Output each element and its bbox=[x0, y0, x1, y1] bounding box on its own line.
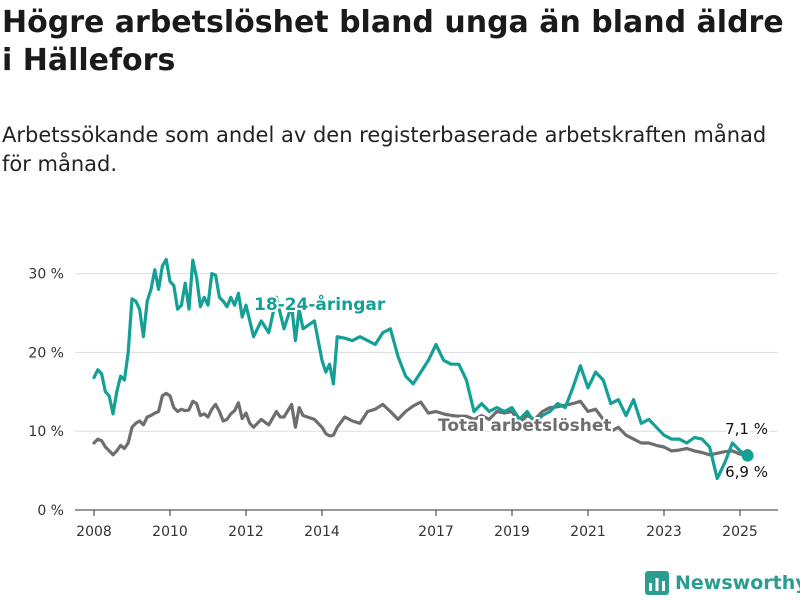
chart-subtitle: Arbetssökande som andel av den registerb… bbox=[2, 123, 767, 176]
y-tick-label: 30 % bbox=[28, 267, 64, 283]
x-tick-label: 2017 bbox=[418, 524, 454, 540]
x-tick-label: 2014 bbox=[304, 524, 340, 540]
series-label-youth-halo: 18-24-åringar bbox=[254, 293, 386, 315]
series-line-total bbox=[92, 391, 750, 457]
x-tick-label: 2023 bbox=[646, 524, 682, 540]
series-line-youth bbox=[92, 257, 750, 481]
series-label-youth: 18-24-åringar bbox=[254, 293, 386, 315]
y-tick-label: 10 % bbox=[28, 424, 64, 440]
x-tick-label: 2010 bbox=[152, 524, 188, 540]
grid-layer bbox=[75, 273, 778, 511]
x-tick-label: 2025 bbox=[722, 524, 758, 540]
brand-name: Newsworthy bbox=[675, 572, 800, 594]
x-tick-label: 2019 bbox=[494, 524, 530, 540]
newsworthy-logo: Newsworthy bbox=[645, 569, 800, 597]
series-label-total: Total arbetslöshet bbox=[438, 416, 612, 436]
y-tick-label: 20 % bbox=[28, 345, 64, 361]
end-label-total-halo: 7,1 % bbox=[725, 420, 768, 438]
axis-layer: 0 % 10 % 20 % 30 % 2008 2010 2012 2014 2017 2019 2… bbox=[28, 267, 778, 540]
x-tick-label: 2012 bbox=[228, 524, 264, 540]
end-point-youth bbox=[741, 449, 754, 462]
series-label-total-halo: Total arbetslöshet bbox=[438, 416, 612, 436]
end-label-youth-halo: 6,9 % bbox=[725, 463, 768, 481]
end-label-total: 7,1 % bbox=[725, 420, 768, 438]
x-tick-label: 2008 bbox=[76, 524, 112, 540]
end-label-youth: 6,9 % bbox=[725, 463, 768, 481]
bar-chart-logo-icon bbox=[645, 571, 669, 595]
y-tick-label: 0 % bbox=[37, 503, 64, 519]
series-layer bbox=[92, 257, 754, 481]
x-tick-label: 2021 bbox=[570, 524, 606, 540]
chart-title: Högre arbetslöshet bland unga än bland ä… bbox=[2, 5, 784, 78]
